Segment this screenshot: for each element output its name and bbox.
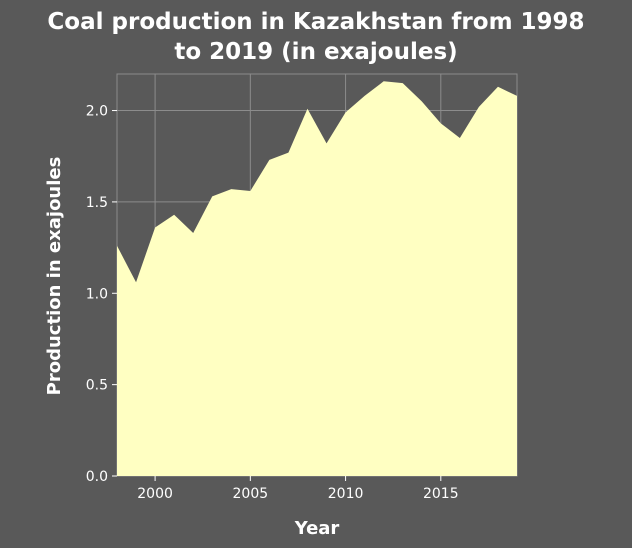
x-axis-title: Year [294,518,340,539]
x-tick-label-2005: 2005 [233,486,269,502]
y-tick-label-2: 1.0 [86,286,108,302]
y-tick-label-3: 1.5 [86,195,108,211]
x-tick-label-2000: 2000 [137,486,173,502]
x-tick-label-2015: 2015 [423,486,459,502]
plot-area: 2000 2005 2010 2015 0.0 0.5 1.0 1.5 2.0 [86,73,518,502]
y-tick-label-4: 2.0 [86,104,108,120]
y-tick-label-0: 0.0 [86,469,108,485]
production-area [117,81,517,477]
y-axis-title: Production in exajoules [44,157,65,396]
x-tick-label-2010: 2010 [328,486,364,502]
y-tick-label-1: 0.5 [86,378,108,394]
chart-title-line-1: Coal production in Kazakhstan from 1998 [47,9,584,35]
chart-title-line-2: to 2019 (in exajoules) [174,39,457,65]
